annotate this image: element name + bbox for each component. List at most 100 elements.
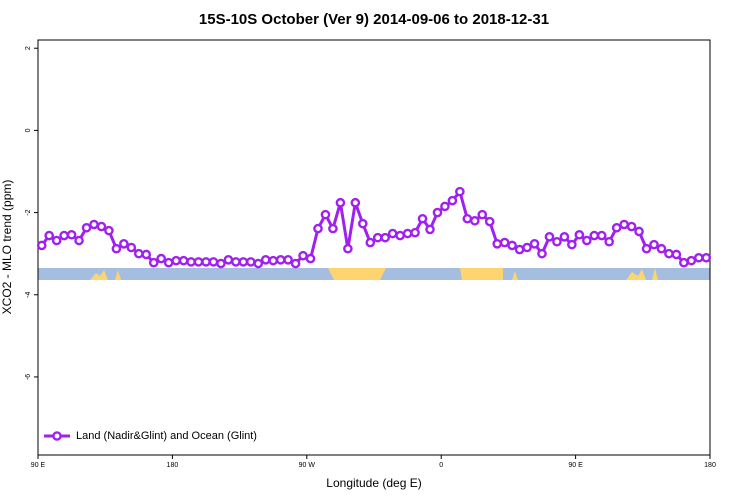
data-point bbox=[552, 236, 562, 247]
data-point bbox=[387, 228, 398, 239]
land-patch bbox=[115, 270, 121, 280]
data-point bbox=[626, 221, 637, 232]
data-point bbox=[216, 258, 226, 269]
data-point bbox=[469, 215, 480, 226]
data-point bbox=[649, 239, 659, 250]
data-point bbox=[298, 250, 308, 261]
data-point bbox=[335, 197, 346, 208]
data-point bbox=[74, 235, 84, 246]
data-point bbox=[432, 207, 443, 218]
data-point bbox=[417, 213, 428, 224]
data-point bbox=[402, 228, 413, 239]
data-point bbox=[537, 248, 547, 259]
data-point bbox=[119, 239, 129, 249]
data-point bbox=[656, 243, 667, 254]
data-point bbox=[679, 257, 689, 268]
data-point bbox=[89, 219, 99, 230]
data-point bbox=[111, 243, 122, 254]
data-point bbox=[372, 232, 383, 243]
data-point bbox=[275, 255, 286, 265]
data-point bbox=[171, 255, 181, 266]
data-point bbox=[395, 230, 405, 241]
data-point bbox=[559, 232, 570, 242]
data-point bbox=[163, 257, 174, 268]
y-tick-label: -6 bbox=[25, 374, 32, 380]
data-point bbox=[694, 252, 704, 263]
x-tick-label: 0 bbox=[439, 462, 443, 469]
data-point bbox=[148, 257, 159, 268]
x-tick-label: 90 E bbox=[568, 462, 583, 469]
data-point bbox=[238, 257, 249, 267]
data-point bbox=[133, 248, 144, 259]
y-tick-label: -4 bbox=[25, 292, 32, 298]
legend-label: Land (Nadir&Glint) and Ocean (Glint) bbox=[76, 430, 257, 442]
data-point bbox=[641, 243, 652, 254]
data-point bbox=[350, 197, 361, 208]
data-point bbox=[81, 222, 92, 233]
data-point bbox=[477, 209, 488, 220]
data-point bbox=[178, 255, 189, 266]
data-point bbox=[328, 223, 338, 234]
land-patch bbox=[626, 269, 646, 280]
data-point bbox=[245, 257, 256, 267]
data-point bbox=[36, 240, 47, 251]
land-patch bbox=[512, 271, 518, 280]
data-point bbox=[447, 195, 458, 206]
data-point bbox=[126, 242, 137, 253]
data-point bbox=[320, 209, 331, 220]
x-tick-label: 90 E bbox=[31, 462, 46, 469]
y-tick-label: -2 bbox=[25, 209, 32, 215]
data-point bbox=[455, 186, 465, 197]
data-point bbox=[596, 230, 607, 241]
data-point bbox=[671, 249, 682, 260]
data-point bbox=[104, 225, 114, 236]
land-patch bbox=[90, 270, 108, 280]
data-point bbox=[305, 253, 316, 264]
data-point bbox=[701, 252, 712, 263]
data-point bbox=[186, 257, 196, 267]
data-point bbox=[380, 232, 391, 243]
data-point bbox=[611, 222, 622, 233]
y-axis-label: XCO2 - MLO trend (ppm) bbox=[0, 180, 14, 315]
data-point bbox=[507, 240, 517, 251]
land-patch bbox=[460, 268, 503, 280]
legend-marker bbox=[52, 431, 62, 441]
data-point bbox=[410, 227, 420, 238]
land-patch bbox=[328, 268, 386, 280]
data-point bbox=[193, 257, 204, 267]
data-point bbox=[574, 229, 585, 240]
data-point bbox=[484, 216, 495, 227]
chart-title: 15S-10S October (Ver 9) 2014-09-06 to 20… bbox=[199, 11, 549, 28]
data-point bbox=[223, 255, 234, 265]
data-point bbox=[492, 239, 503, 249]
data-point bbox=[634, 226, 644, 237]
data-point bbox=[544, 232, 555, 242]
x-axis-label: Longitude (deg E) bbox=[326, 476, 421, 490]
data-point bbox=[268, 255, 279, 266]
data-point bbox=[522, 242, 532, 253]
x-tick-label: 180 bbox=[704, 462, 716, 469]
data-point bbox=[582, 235, 592, 246]
data-point bbox=[462, 213, 473, 224]
data-point bbox=[604, 236, 615, 247]
data-point bbox=[141, 249, 152, 260]
y-tick-label: 0 bbox=[25, 128, 32, 132]
y-tick-label: 2 bbox=[25, 46, 32, 50]
data-point bbox=[253, 258, 264, 269]
data-point bbox=[59, 230, 69, 241]
data-point bbox=[156, 253, 166, 264]
data-point bbox=[425, 224, 435, 235]
data-point bbox=[96, 221, 107, 232]
data-point bbox=[686, 255, 697, 266]
data-point bbox=[589, 230, 600, 241]
data-point bbox=[260, 255, 271, 265]
data-point bbox=[567, 239, 577, 250]
data-point bbox=[529, 239, 540, 249]
data-point bbox=[201, 257, 211, 267]
land-ocean-band bbox=[38, 268, 710, 280]
data-point bbox=[440, 201, 450, 212]
data-point bbox=[66, 229, 77, 240]
data-point bbox=[283, 255, 293, 265]
data-point bbox=[514, 244, 525, 255]
